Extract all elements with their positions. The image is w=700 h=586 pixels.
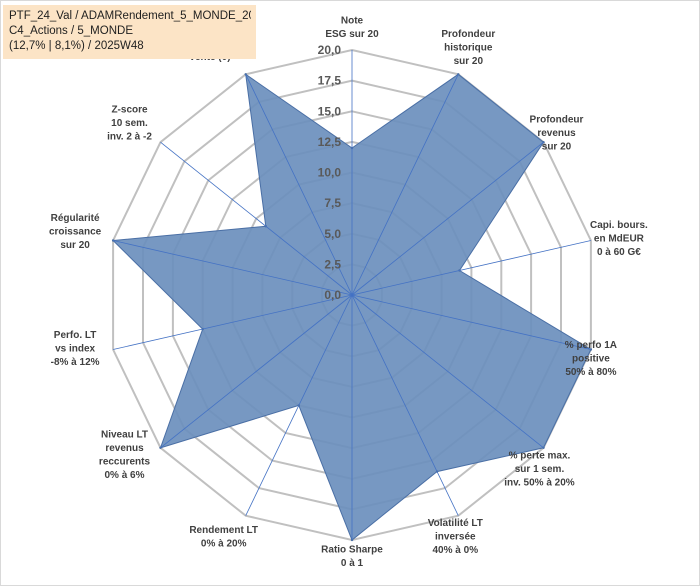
axis-label-4-line-2: 50% à 80% xyxy=(565,367,616,378)
title-line-2: C4_Actions / 5_MONDE xyxy=(9,25,133,37)
spoke-5 xyxy=(351,294,544,449)
axis-label-10-line-0: Perfo. LT xyxy=(54,330,97,341)
axis-label-5-line-2: inv. 50% à 20% xyxy=(504,477,575,488)
spoke-2 xyxy=(351,141,544,296)
radar-axis-labels: Note ESG sur 20 Profondeur historique sur 20… xyxy=(49,15,648,569)
axis-label-8-line-0: Rendement LT xyxy=(189,525,258,536)
axis-label-2-line-1: revenus xyxy=(537,128,576,139)
spoke-6 xyxy=(351,294,459,516)
axis-label-10-line-2: -8% à 12% xyxy=(51,357,100,368)
axis-label-1-line-0: Profondeur xyxy=(441,29,495,40)
axis-label-12-line-1: 10 sem. xyxy=(111,118,148,129)
title-line-3: (12,7% | 8,1%) / 2025W48 xyxy=(9,40,144,52)
axis-label-6: Volatilité LT inversée 40% à 0% xyxy=(428,518,483,556)
axis-label-11-line-2: sur 20 xyxy=(60,240,90,251)
axis-label-1: Profondeur historique sur 20 xyxy=(441,29,495,67)
axis-label-9-line-0: Niveau LT xyxy=(101,430,148,441)
axis-label-9: Niveau LT revenus reccurents 0% à 6% xyxy=(99,430,151,482)
axis-label-12-line-0: Z-score xyxy=(111,105,148,116)
tick-label-6: 15,0 xyxy=(318,104,342,118)
axis-label-8: Rendement LT 0% à 20% xyxy=(189,525,258,550)
tick-label-8: 20,0 xyxy=(318,43,342,57)
axis-label-11: Régularité croissance sur 20 xyxy=(49,213,102,251)
axis-label-5: % perte max. sur 1 sem. inv. 50% à 20% xyxy=(504,450,575,488)
tick-label-2: 5,0 xyxy=(324,227,341,241)
axis-label-8-line-1: 0% à 20% xyxy=(201,539,247,550)
axis-label-0: Note ESG sur 20 xyxy=(325,15,379,40)
axis-label-3-line-1: en MdEUR xyxy=(594,234,645,245)
spoke-3 xyxy=(351,240,591,296)
spoke-9 xyxy=(160,294,353,449)
spoke-8 xyxy=(245,294,353,516)
axis-label-7-line-0: Ratio Sharpe xyxy=(321,544,383,555)
axis-label-3: Capi. bours. en MdEUR 0 à 60 G€ xyxy=(590,220,648,258)
spoke-10 xyxy=(113,294,353,350)
spoke-4 xyxy=(351,294,591,350)
axis-label-5-line-1: sur 1 sem. xyxy=(515,464,565,475)
tick-label-0: 0,0 xyxy=(324,288,341,302)
tick-label-1: 2,5 xyxy=(324,257,341,271)
spoke-11 xyxy=(113,240,353,296)
tick-label-3: 7,5 xyxy=(324,196,341,210)
axis-label-3-line-0: Capi. bours. xyxy=(590,220,648,231)
axis-label-0-line-0: Note xyxy=(341,15,364,26)
axis-label-6-line-0: Volatilité LT xyxy=(428,518,483,529)
axis-label-2-line-2: sur 20 xyxy=(542,142,572,153)
axis-label-11-line-0: Régularité xyxy=(51,213,100,224)
axis-label-0-line-1: ESG sur 20 xyxy=(325,29,379,40)
axis-label-9-line-1: revenus xyxy=(105,443,144,454)
spoke-13 xyxy=(245,74,353,296)
axis-label-3-line-2: 0 à 60 G€ xyxy=(597,247,641,258)
axis-label-10-line-1: vs index xyxy=(55,344,95,355)
axis-label-7: Ratio Sharpe 0 à 1 xyxy=(321,544,383,569)
tick-label-5: 12,5 xyxy=(318,135,342,149)
tick-label-7: 17,5 xyxy=(318,74,342,88)
axis-label-1-line-1: historique xyxy=(444,42,493,53)
axis-label-9-line-2: reccurents xyxy=(99,457,151,468)
radar-tick-labels: 0,0 2,5 5,0 7,5 10,0 12,5 15,0 17,5 20,0 xyxy=(318,43,342,302)
axis-label-9-line-3: 0% à 6% xyxy=(104,470,144,481)
axis-label-12: Z-score 10 sem. inv. 2 à -2 xyxy=(107,105,152,143)
title-line-1: PTF_24_Val / ADAMRendement_5_MONDE_20250… xyxy=(9,10,251,22)
axis-label-2: Profondeur revenus sur 20 xyxy=(530,115,584,153)
axis-label-11-line-1: croissance xyxy=(49,227,102,238)
spoke-1 xyxy=(351,74,459,296)
axis-label-5-line-0: % perte max. xyxy=(509,450,571,461)
axis-label-1-line-2: sur 20 xyxy=(454,56,484,67)
axis-label-4-line-1: positive xyxy=(572,354,610,365)
axis-label-6-line-1: inversée xyxy=(435,532,476,543)
axis-label-4: % perfo 1A positive 50% à 80% xyxy=(565,340,617,378)
chart-title-box: PTF_24_Val / ADAMRendement_5_MONDE_20250… xyxy=(3,5,256,59)
spoke-12 xyxy=(160,141,353,296)
axis-label-2-line-0: Profondeur xyxy=(530,115,584,126)
axis-label-7-line-1: 0 à 1 xyxy=(341,558,364,569)
radar-spokes xyxy=(113,50,591,540)
tick-label-4: 10,0 xyxy=(318,166,342,180)
axis-label-4-line-0: % perfo 1A xyxy=(565,340,617,351)
axis-label-6-line-2: 40% à 0% xyxy=(433,545,479,556)
axis-label-10: Perfo. LT vs index -8% à 12% xyxy=(51,330,100,368)
axis-label-12-line-2: inv. 2 à -2 xyxy=(107,132,152,143)
